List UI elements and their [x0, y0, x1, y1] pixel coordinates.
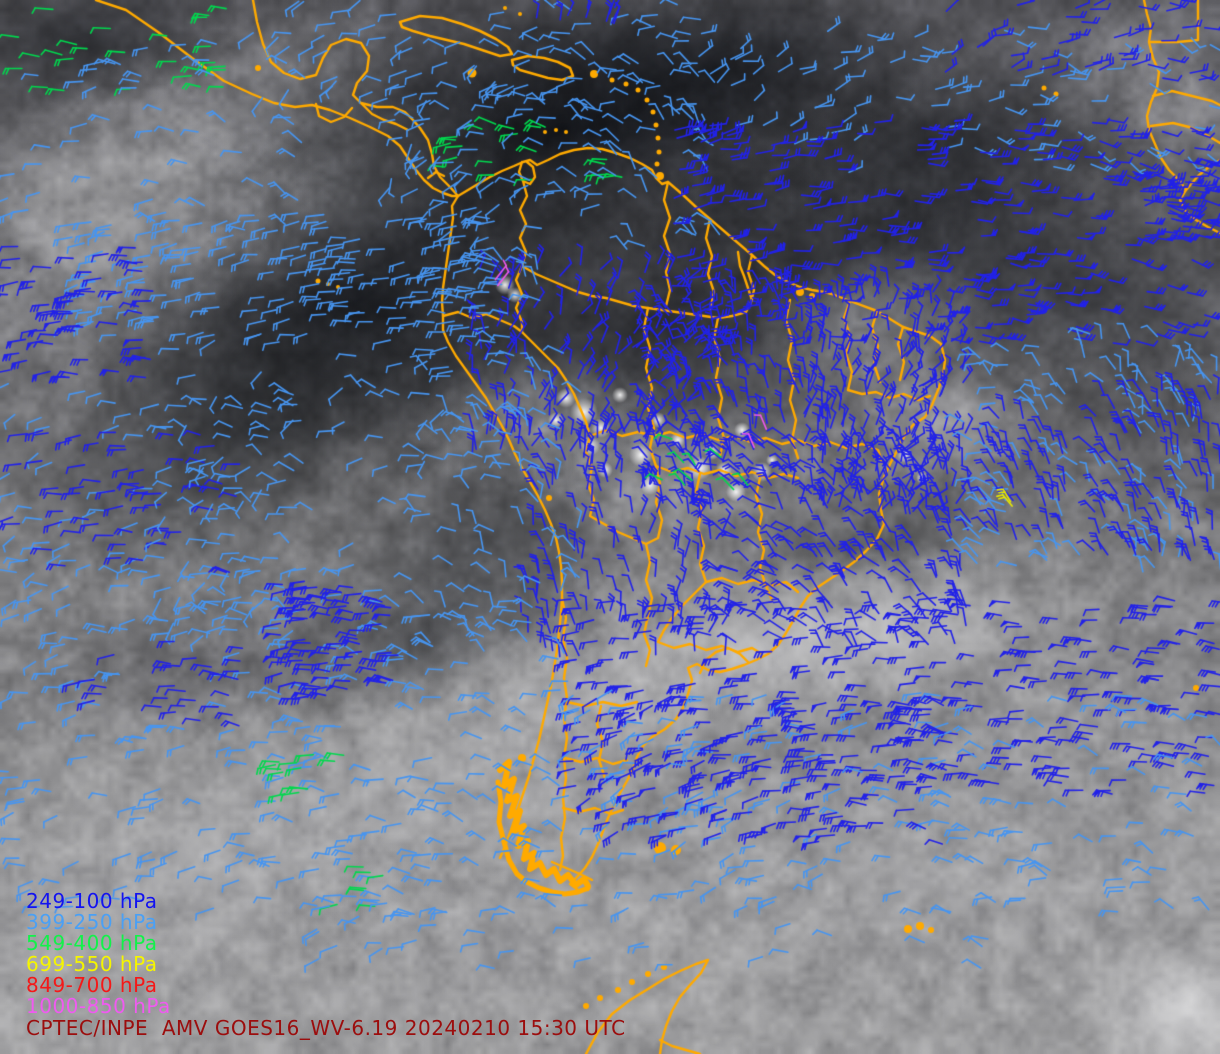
product-caption: CPTEC/INPE AMV GOES16_WV-6.19 20240210 1…: [26, 1016, 626, 1040]
pressure-legend: 249-100 hPa 399-250 hPa 549-400 hPa 699-550…: [26, 891, 171, 1017]
legend-band-5: 1000-850 hPa: [26, 994, 171, 1018]
legend-band-4: 849-700 hPa: [26, 973, 158, 997]
legend-band-0: 249-100 hPa: [26, 889, 158, 913]
legend-band-1: 399-250 hPa: [26, 910, 158, 934]
legend-band-2: 549-400 hPa: [26, 931, 158, 955]
legend-band-3: 699-550 hPa: [26, 952, 158, 976]
